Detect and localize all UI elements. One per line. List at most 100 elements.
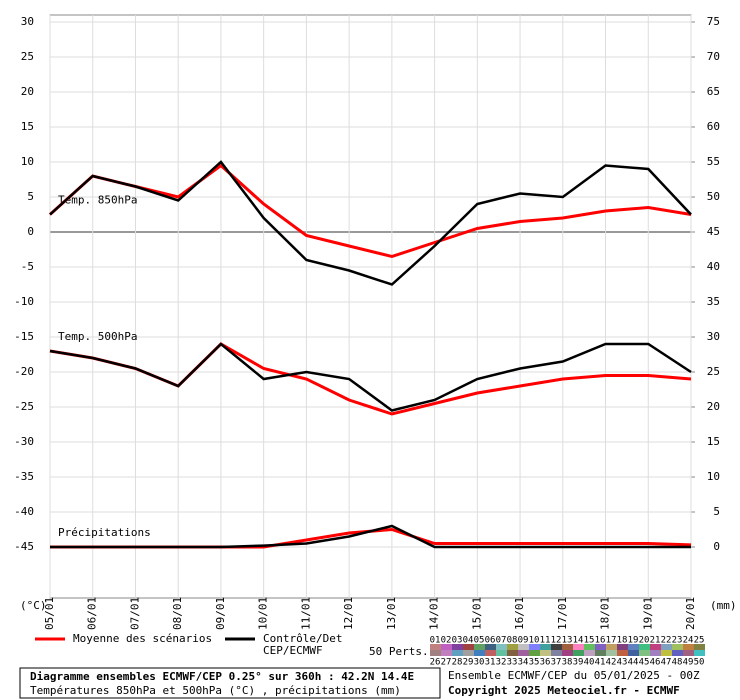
y-tick-label: 0 bbox=[27, 225, 34, 238]
pert-id: 02 bbox=[441, 636, 452, 646]
pert-id: 12 bbox=[551, 636, 562, 646]
pert-swatch bbox=[474, 644, 485, 650]
pert-id: 43 bbox=[617, 658, 628, 668]
y-tick-label: -30 bbox=[14, 435, 34, 448]
y-tick-label: 15 bbox=[21, 120, 34, 133]
pert-id: 28 bbox=[452, 658, 463, 668]
pert-id: 19 bbox=[628, 636, 639, 646]
pert-id: 30 bbox=[474, 658, 485, 668]
pert-swatch bbox=[518, 644, 529, 650]
pert-id: 41 bbox=[595, 658, 606, 668]
pert-id: 36 bbox=[540, 658, 551, 668]
pert-swatch bbox=[496, 650, 507, 656]
y-tick-label: 25 bbox=[21, 50, 34, 63]
y2-unit: (mm) bbox=[710, 599, 737, 612]
y-tick-label: -40 bbox=[14, 505, 34, 518]
pert-id: 09 bbox=[518, 636, 529, 646]
x-tick-label: 12/01 bbox=[342, 597, 355, 630]
pert-swatch bbox=[507, 650, 518, 656]
x-tick-label: 16/01 bbox=[513, 597, 526, 630]
pert-swatch bbox=[452, 650, 463, 656]
pert-swatch bbox=[529, 650, 540, 656]
x-tick-label: 13/01 bbox=[385, 597, 398, 630]
pert-swatch bbox=[595, 644, 606, 650]
y2-tick-label: 15 bbox=[707, 435, 720, 448]
pert-swatch bbox=[441, 644, 452, 650]
control-line bbox=[49, 342, 692, 412]
pert-id: 08 bbox=[507, 636, 518, 646]
pert-swatch bbox=[650, 644, 661, 650]
y-tick-label: 10 bbox=[21, 155, 34, 168]
pert-swatch bbox=[672, 650, 683, 656]
pert-swatch bbox=[485, 650, 496, 656]
y-tick-label: 30 bbox=[21, 15, 34, 28]
pert-swatch bbox=[562, 650, 573, 656]
plot-frame bbox=[49, 14, 692, 599]
x-tick-label: 07/01 bbox=[128, 597, 141, 630]
pert-id: 18 bbox=[617, 636, 628, 646]
pert-id: 20 bbox=[639, 636, 650, 646]
pert-id: 31 bbox=[485, 658, 496, 668]
pert-swatch bbox=[430, 644, 441, 650]
pert-swatch bbox=[639, 644, 650, 650]
pert-swatch bbox=[694, 650, 705, 656]
pert-swatch bbox=[672, 644, 683, 650]
y2-tick-label: 40 bbox=[707, 260, 720, 273]
y2-tick-label: 10 bbox=[707, 470, 720, 483]
pert-swatch bbox=[694, 644, 705, 650]
x-tick-label: 17/01 bbox=[556, 597, 569, 630]
pert-id: 46 bbox=[650, 658, 661, 668]
pert-swatch bbox=[617, 650, 628, 656]
legend-mean-label: Moyenne des scénarios bbox=[73, 632, 212, 645]
y2-tick-label: 30 bbox=[707, 330, 720, 343]
y-tick-label: -35 bbox=[14, 470, 34, 483]
pert-id: 34 bbox=[518, 658, 529, 668]
pert-swatch bbox=[463, 644, 474, 650]
y-tick-label: -45 bbox=[14, 540, 34, 553]
y2-tick-label: 60 bbox=[707, 120, 720, 133]
x-tick-label: 10/01 bbox=[257, 597, 270, 630]
x-tick-label: 11/01 bbox=[299, 597, 312, 630]
x-tick-label: 18/01 bbox=[599, 597, 612, 630]
pert-id: 29 bbox=[463, 658, 474, 668]
pert-swatch bbox=[595, 650, 606, 656]
y2-tick-label: 0 bbox=[713, 540, 720, 553]
pert-id: 17 bbox=[606, 636, 617, 646]
pert-swatch bbox=[540, 650, 551, 656]
pert-swatch bbox=[529, 644, 540, 650]
pert-swatch bbox=[661, 650, 672, 656]
pert-id: 27 bbox=[441, 658, 452, 668]
y2-tick-label: 20 bbox=[707, 400, 720, 413]
x-tick-label: 19/01 bbox=[641, 597, 654, 630]
pert-swatch bbox=[628, 650, 639, 656]
pert-id: 42 bbox=[606, 658, 617, 668]
pert-swatch bbox=[683, 650, 694, 656]
y2-tick-label: 5 bbox=[713, 505, 720, 518]
pert-id: 07 bbox=[496, 636, 507, 646]
run-info: Ensemble ECMWF/CEP du 05/01/2025 - 00Z bbox=[448, 669, 700, 682]
perts-label: 50 Perts. bbox=[369, 645, 429, 658]
pert-id: 37 bbox=[551, 658, 562, 668]
control-line bbox=[50, 524, 691, 549]
pert-id: 06 bbox=[485, 636, 496, 646]
y2-tick-label: 25 bbox=[707, 365, 720, 378]
legend-control-label: Contrôle/Det bbox=[263, 632, 342, 645]
pert-swatch bbox=[474, 650, 485, 656]
y-unit: (°C) bbox=[20, 599, 47, 612]
pert-swatch bbox=[650, 650, 661, 656]
pert-id: 01 bbox=[430, 636, 441, 646]
pert-id: 26 bbox=[430, 658, 441, 668]
pert-id: 33 bbox=[507, 658, 518, 668]
panel-label: Temp. 850hPa bbox=[58, 194, 137, 207]
y2-tick-label: 65 bbox=[707, 85, 720, 98]
pert-swatch bbox=[573, 650, 584, 656]
pert-id: 05 bbox=[474, 636, 485, 646]
caption-subtitle: Températures 850hPa et 500hPa (°C) , pré… bbox=[30, 684, 401, 697]
pert-id: 14 bbox=[573, 636, 584, 646]
pert-swatch bbox=[441, 650, 452, 656]
x-tick-label: 09/01 bbox=[214, 597, 227, 630]
caption-title: Diagramme ensembles ECMWF/CEP 0.25° sur … bbox=[30, 670, 414, 683]
y2-tick-label: 50 bbox=[707, 190, 720, 203]
pert-swatch bbox=[606, 644, 617, 650]
pert-id: 04 bbox=[463, 636, 474, 646]
